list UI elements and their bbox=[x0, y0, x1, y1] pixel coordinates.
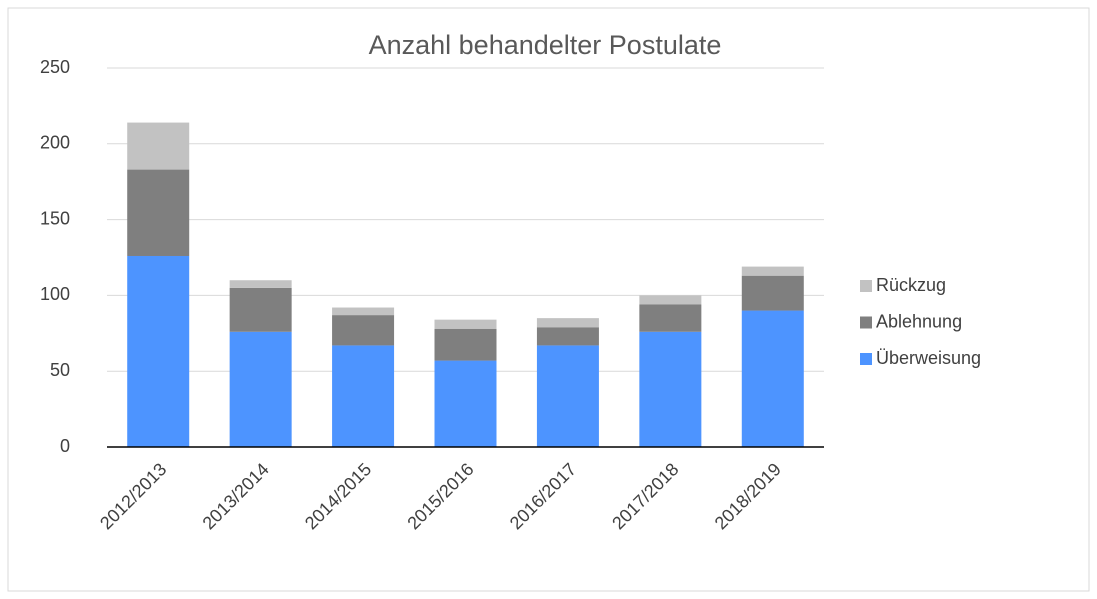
bar-segment bbox=[229, 287, 292, 332]
legend-swatch bbox=[860, 316, 872, 329]
bar-segment bbox=[127, 255, 190, 447]
bar-segment bbox=[332, 307, 395, 316]
bar-segment bbox=[127, 122, 190, 170]
bar-segment bbox=[229, 331, 292, 447]
bar-segment bbox=[639, 295, 702, 305]
legend-swatch bbox=[860, 280, 872, 292]
bar-segment bbox=[536, 327, 599, 346]
bar-segment bbox=[434, 328, 497, 361]
bar-segment bbox=[127, 169, 190, 256]
bar-segment bbox=[741, 310, 804, 447]
bar-segment bbox=[741, 266, 804, 276]
bar-segment bbox=[434, 319, 497, 329]
legend-label: Ablehnung bbox=[876, 311, 962, 331]
bar-segment bbox=[639, 304, 702, 332]
y-tick-label: 250 bbox=[40, 57, 70, 77]
y-tick-label: 50 bbox=[50, 360, 70, 380]
bar-segment bbox=[536, 318, 599, 328]
y-tick-label: 100 bbox=[40, 284, 70, 304]
legend-swatch bbox=[860, 353, 872, 365]
y-tick-label: 0 bbox=[60, 436, 70, 456]
bar-segment bbox=[741, 275, 804, 311]
bar-segment bbox=[332, 345, 395, 447]
legend-label: Rückzug bbox=[876, 275, 946, 295]
chart-title: Anzahl behandelter Postulate bbox=[369, 30, 722, 60]
bar-segment bbox=[639, 331, 702, 447]
bar-segment bbox=[434, 360, 497, 447]
bar-segment bbox=[229, 280, 292, 288]
y-tick-label: 200 bbox=[40, 133, 70, 153]
bar-segment bbox=[332, 315, 395, 346]
y-tick-label: 150 bbox=[40, 208, 70, 228]
legend-label: Überweisung bbox=[876, 348, 981, 368]
bar-segment bbox=[536, 345, 599, 447]
